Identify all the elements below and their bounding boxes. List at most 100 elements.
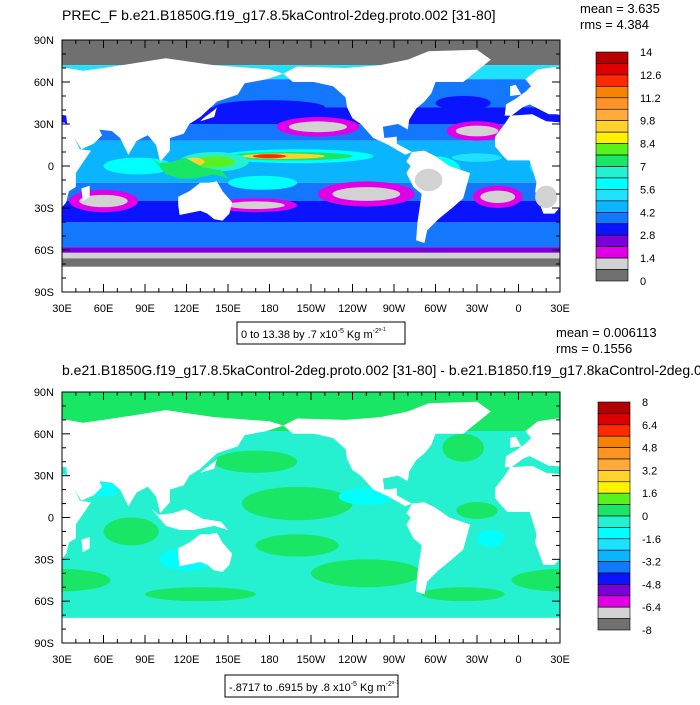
longitude-label: 60E xyxy=(94,654,114,666)
longitude-label: 30E xyxy=(550,654,570,666)
dry-zone xyxy=(0,121,9,141)
colorbar-box xyxy=(596,75,628,86)
longitude-label: 30E xyxy=(550,303,570,315)
colorbar-box xyxy=(596,52,628,63)
longitude-label: 150W xyxy=(297,303,326,315)
positive-region xyxy=(311,559,422,587)
latitude-label: 60S xyxy=(34,596,54,608)
dry-zone xyxy=(0,186,25,208)
longitude-label: 30E xyxy=(52,654,72,666)
colorbar-label: 8.4 xyxy=(640,139,655,151)
dry-zone xyxy=(289,121,347,132)
colorbar-box xyxy=(598,436,630,447)
latitude-label: 30S xyxy=(34,554,54,566)
difference-map xyxy=(0,392,700,643)
dry-zone xyxy=(227,201,285,209)
longitude-label: 90W xyxy=(383,303,406,315)
colorbar-box xyxy=(598,573,630,584)
land-dry xyxy=(535,186,557,208)
panel-bottom: b.e21.B1850G.f19_g17.8.5kaControl-2deg.p… xyxy=(0,325,700,697)
colorbar-label: 9.8 xyxy=(640,116,655,128)
dry-zone xyxy=(0,191,17,203)
colorbar-box xyxy=(598,482,630,493)
colorbar-box xyxy=(596,63,628,74)
contour-band xyxy=(62,253,560,259)
colorbar-label: 1.6 xyxy=(642,488,657,500)
longitude-label: 30W xyxy=(466,654,489,666)
longitude-label: 0 xyxy=(515,303,521,315)
colorbar-label: -6.4 xyxy=(642,602,661,614)
colorbar-box xyxy=(596,132,628,143)
colorbar-label: 4.2 xyxy=(640,207,655,219)
landmass-australia xyxy=(676,181,700,220)
latitude-label: 60N xyxy=(34,429,54,441)
colorbar-label: -8 xyxy=(642,625,652,637)
longitude-label: 60E xyxy=(94,303,114,315)
positive-region xyxy=(214,451,297,473)
colorbar-box xyxy=(596,201,628,212)
longitude-label: 60W xyxy=(424,303,447,315)
longitude-label: 30E xyxy=(52,303,72,315)
colorbar-box xyxy=(598,619,630,630)
colorbar-box xyxy=(596,224,628,235)
contour-band xyxy=(62,247,560,253)
longitude-label: 120E xyxy=(174,654,200,666)
positive-region xyxy=(256,534,339,556)
colorbar-label: 2.8 xyxy=(640,230,655,242)
colorbar-label: 6.4 xyxy=(642,420,657,432)
positive-region xyxy=(422,587,505,601)
colorbar-box xyxy=(596,121,628,132)
longitude-label: 30W xyxy=(466,303,489,315)
landmass-madagascar xyxy=(579,186,587,201)
longitude-label: 180 xyxy=(260,654,278,666)
longitude-label: 150E xyxy=(215,303,241,315)
longitude-label: 180 xyxy=(260,303,278,315)
colorbar-box xyxy=(598,448,630,459)
colorbar-label: 4.8 xyxy=(642,443,657,455)
colorbar-label: 0 xyxy=(640,276,646,288)
atlantic-itcz xyxy=(452,153,502,161)
rms-label: rms = 0.1556 xyxy=(556,341,632,356)
longitude-label: 150E xyxy=(215,654,241,666)
dry-zone xyxy=(480,191,515,203)
latitude-label: 90N xyxy=(34,387,54,399)
longitude-label: 90W xyxy=(383,654,406,666)
colorbar-box xyxy=(596,270,628,281)
colorbar-label: -1.6 xyxy=(642,534,661,546)
colorbar-box xyxy=(598,539,630,550)
panel-title: PREC_F b.e21.B1850G.f19_g17.8.5kaControl… xyxy=(62,7,496,23)
colorbar-box xyxy=(596,235,628,246)
positive-region xyxy=(0,587,7,601)
panel-title: b.e21.B1850G.f19_g17.8.5kaControl-2deg.p… xyxy=(62,362,700,378)
landmass-indonesia xyxy=(650,509,700,530)
colorbar-box xyxy=(596,212,628,223)
colorbar-box xyxy=(598,402,630,413)
spcz xyxy=(228,176,297,190)
dry-zone xyxy=(332,187,400,201)
contour-band xyxy=(62,222,560,247)
latitude-label: 30N xyxy=(34,119,54,131)
positive-region xyxy=(456,502,498,519)
info-label: 0 to 13.38 by .7 x10-5 Kg m-2s-1 xyxy=(241,327,386,341)
landmass-maritime-continent xyxy=(650,158,700,179)
colorbar-box xyxy=(598,516,630,527)
longitude-label: 90E xyxy=(135,654,155,666)
landmass-uk xyxy=(12,437,23,448)
itcz xyxy=(253,154,286,158)
negative-region xyxy=(477,530,505,547)
longitude-label: 90E xyxy=(135,303,155,315)
latitude-label: 30S xyxy=(34,203,54,215)
latitude-label: 0 xyxy=(48,513,54,525)
warm-pool xyxy=(691,156,700,167)
mean-label: mean = 3.635 xyxy=(580,1,660,16)
negative-region xyxy=(0,530,7,547)
colorbar-label: -3.2 xyxy=(642,557,661,569)
latitude-label: 90N xyxy=(34,35,54,47)
landmass-madagascar xyxy=(579,537,587,552)
landmass-australia xyxy=(676,533,700,572)
land-dry xyxy=(415,169,443,191)
storm-track xyxy=(436,96,491,110)
colorbar-label: 14 xyxy=(640,47,652,59)
